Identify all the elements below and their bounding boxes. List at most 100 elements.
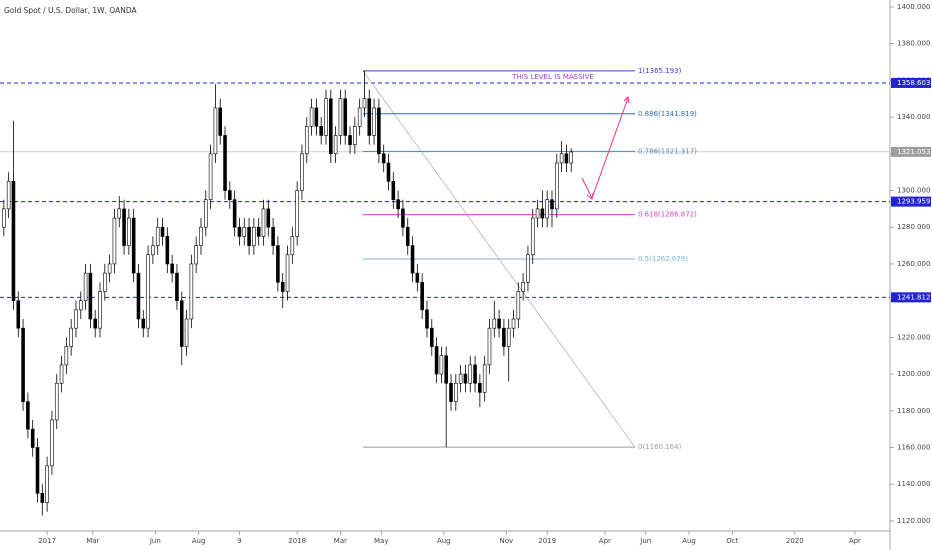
candle-body [353,125,357,145]
candle-body [179,300,184,347]
level-label: 1293.959 [897,198,930,206]
candle-body [405,226,410,246]
candle-body [362,98,367,109]
candle-body [98,291,102,329]
x-tick-label: Mar [86,537,99,545]
x-tick-label: Aug [437,537,451,545]
x-tick-label: 9 [237,537,241,545]
candle-body [136,272,141,320]
x-tick-label: Apr [849,537,861,545]
x-tick-label: Nov [499,537,513,545]
candle-body [559,153,564,164]
candle-body [429,327,434,347]
candle-body [78,300,83,311]
candle-body [391,181,396,200]
candle-body [304,125,309,155]
x-tick-label: 2020 [786,537,804,545]
y-tick-label: 1140.000 [897,480,930,488]
candle-body [487,327,492,366]
candle-body [11,181,16,301]
candle-body [530,217,535,256]
candle-body [276,245,280,283]
candle-body [151,245,155,256]
candle-body [112,217,117,265]
candle-body [540,208,545,219]
fib-label: 1(1365.193) [638,67,682,75]
candle-body [21,327,25,402]
candle-body [449,382,453,402]
candle-body [208,153,213,200]
y-tick-label: 1200.000 [897,370,930,378]
candle-body [271,226,275,246]
candle-body [338,98,343,136]
candle-body [473,364,477,384]
candle-body [329,98,333,155]
candle-body [333,135,338,155]
candle-body [30,428,35,448]
candle-body [396,199,400,210]
fib-label: 0(1160.164) [638,443,682,451]
candle-body [194,245,198,265]
x-tick-label: May [374,537,388,545]
candle-body [555,162,559,210]
candle-body [516,291,521,320]
candle-body [83,272,88,301]
candle-body [26,401,30,430]
y-tick-label: 1400.000 [897,3,930,11]
fib-label: 0.786(1321.317) [638,147,697,155]
candle-body [381,153,386,164]
candle-body [280,281,285,292]
candle-body [526,254,530,283]
level-box [891,77,931,88]
annotation: THIS LEVEL IS MASSIVE [511,73,594,81]
last-price-box [891,146,931,157]
candle-body [290,236,295,256]
candle-body [324,98,328,136]
y-tick-label: 1340.000 [897,113,930,121]
candle-body [506,327,511,347]
candle-body [372,107,376,136]
candle-body [319,125,323,136]
candle-body [2,208,6,228]
candle-body [184,318,189,347]
candle-body [155,226,160,246]
candle-body [213,107,218,155]
candle-body [550,199,554,210]
candle-body [122,208,126,246]
candle-body [535,208,540,219]
level-box [891,292,931,303]
candle-body [439,355,444,375]
candle-body [218,107,223,136]
y-tick-label: 1380.000 [897,40,930,48]
candle-body [127,217,131,246]
candle-body [88,272,93,320]
candle-body [463,373,468,384]
candle-body [117,208,122,219]
y-tick-label: 1220.000 [897,333,930,341]
candle-body [285,254,290,292]
candle-body [415,272,420,283]
candle-body [199,226,203,246]
candle-body [69,327,73,347]
candle-body [348,135,352,145]
candle-body [569,151,574,164]
arrow-head [623,95,630,104]
candle-body [511,318,516,329]
candle-body [256,226,261,237]
candle-body [146,254,150,329]
candle-body [160,226,165,237]
candle-body [170,263,174,274]
candle-body [64,346,69,366]
candle-body [6,181,11,210]
x-tick-label: Mar [334,537,347,545]
candle-body [314,107,319,127]
candle-body [103,272,107,292]
x-tick-label: 2017 [38,537,56,545]
candle-body [45,465,49,503]
candle-body [386,162,391,182]
candle-body [50,419,54,467]
candle-body [252,226,256,246]
candle-body [343,98,348,136]
